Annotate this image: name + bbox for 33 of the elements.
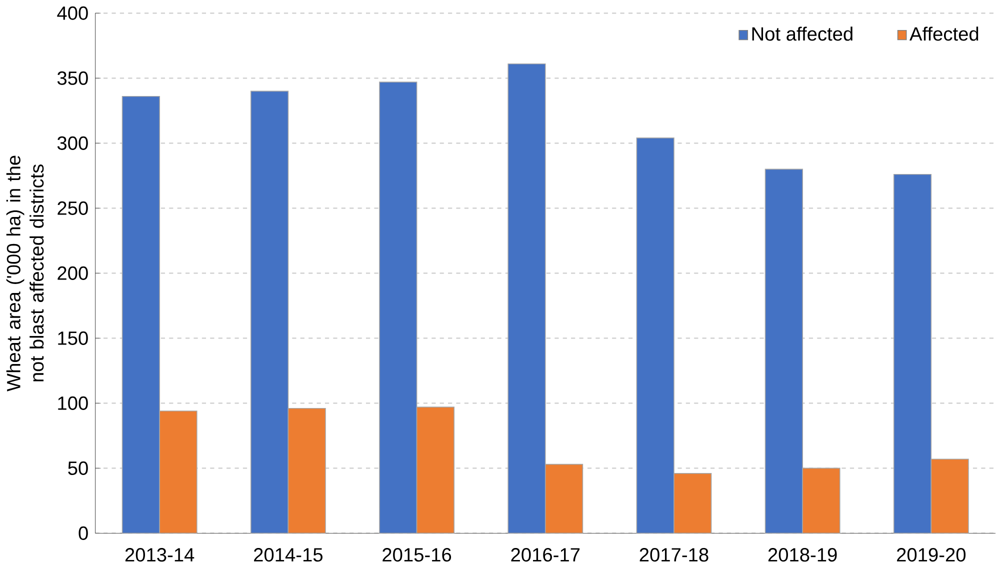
bar <box>122 96 160 534</box>
x-tick-label: 2014-15 <box>254 548 322 562</box>
bar <box>250 90 289 534</box>
legend-label: Affected <box>910 26 978 41</box>
bar <box>159 410 198 534</box>
y-tick-label: 400 <box>57 6 88 20</box>
bar <box>636 138 674 534</box>
bar <box>893 174 932 534</box>
bar <box>764 168 803 534</box>
x-tick-label: 2018-19 <box>768 548 837 562</box>
x-tick-label: 2019-20 <box>897 548 966 562</box>
bar <box>508 63 546 534</box>
y-tick-label: 50 <box>68 461 88 475</box>
x-tick-label: 2017-18 <box>640 548 708 562</box>
y-axis-title: Wheat area ('000 ha) in the not blast affected districts <box>6 156 44 392</box>
bar <box>379 82 418 534</box>
y-tick-label: 250 <box>58 201 88 215</box>
bar <box>544 464 584 534</box>
legend-label: Not affected <box>752 26 852 41</box>
bar <box>674 473 712 534</box>
y-tick-label: 200 <box>58 266 88 280</box>
y-tick-label: 350 <box>57 71 88 85</box>
x-tick-label: 2016-17 <box>511 548 580 562</box>
bar <box>802 468 840 534</box>
bar <box>930 458 969 534</box>
x-tick-label: 2015-16 <box>382 548 452 562</box>
y-tick-label: 0 <box>78 526 88 540</box>
bar <box>416 406 454 534</box>
y-tick-label: 300 <box>57 136 88 150</box>
bar <box>288 408 326 534</box>
x-tick-label: 2013-14 <box>125 548 194 562</box>
y-tick-label: 100 <box>58 396 88 410</box>
y-tick-label: 150 <box>58 331 88 345</box>
